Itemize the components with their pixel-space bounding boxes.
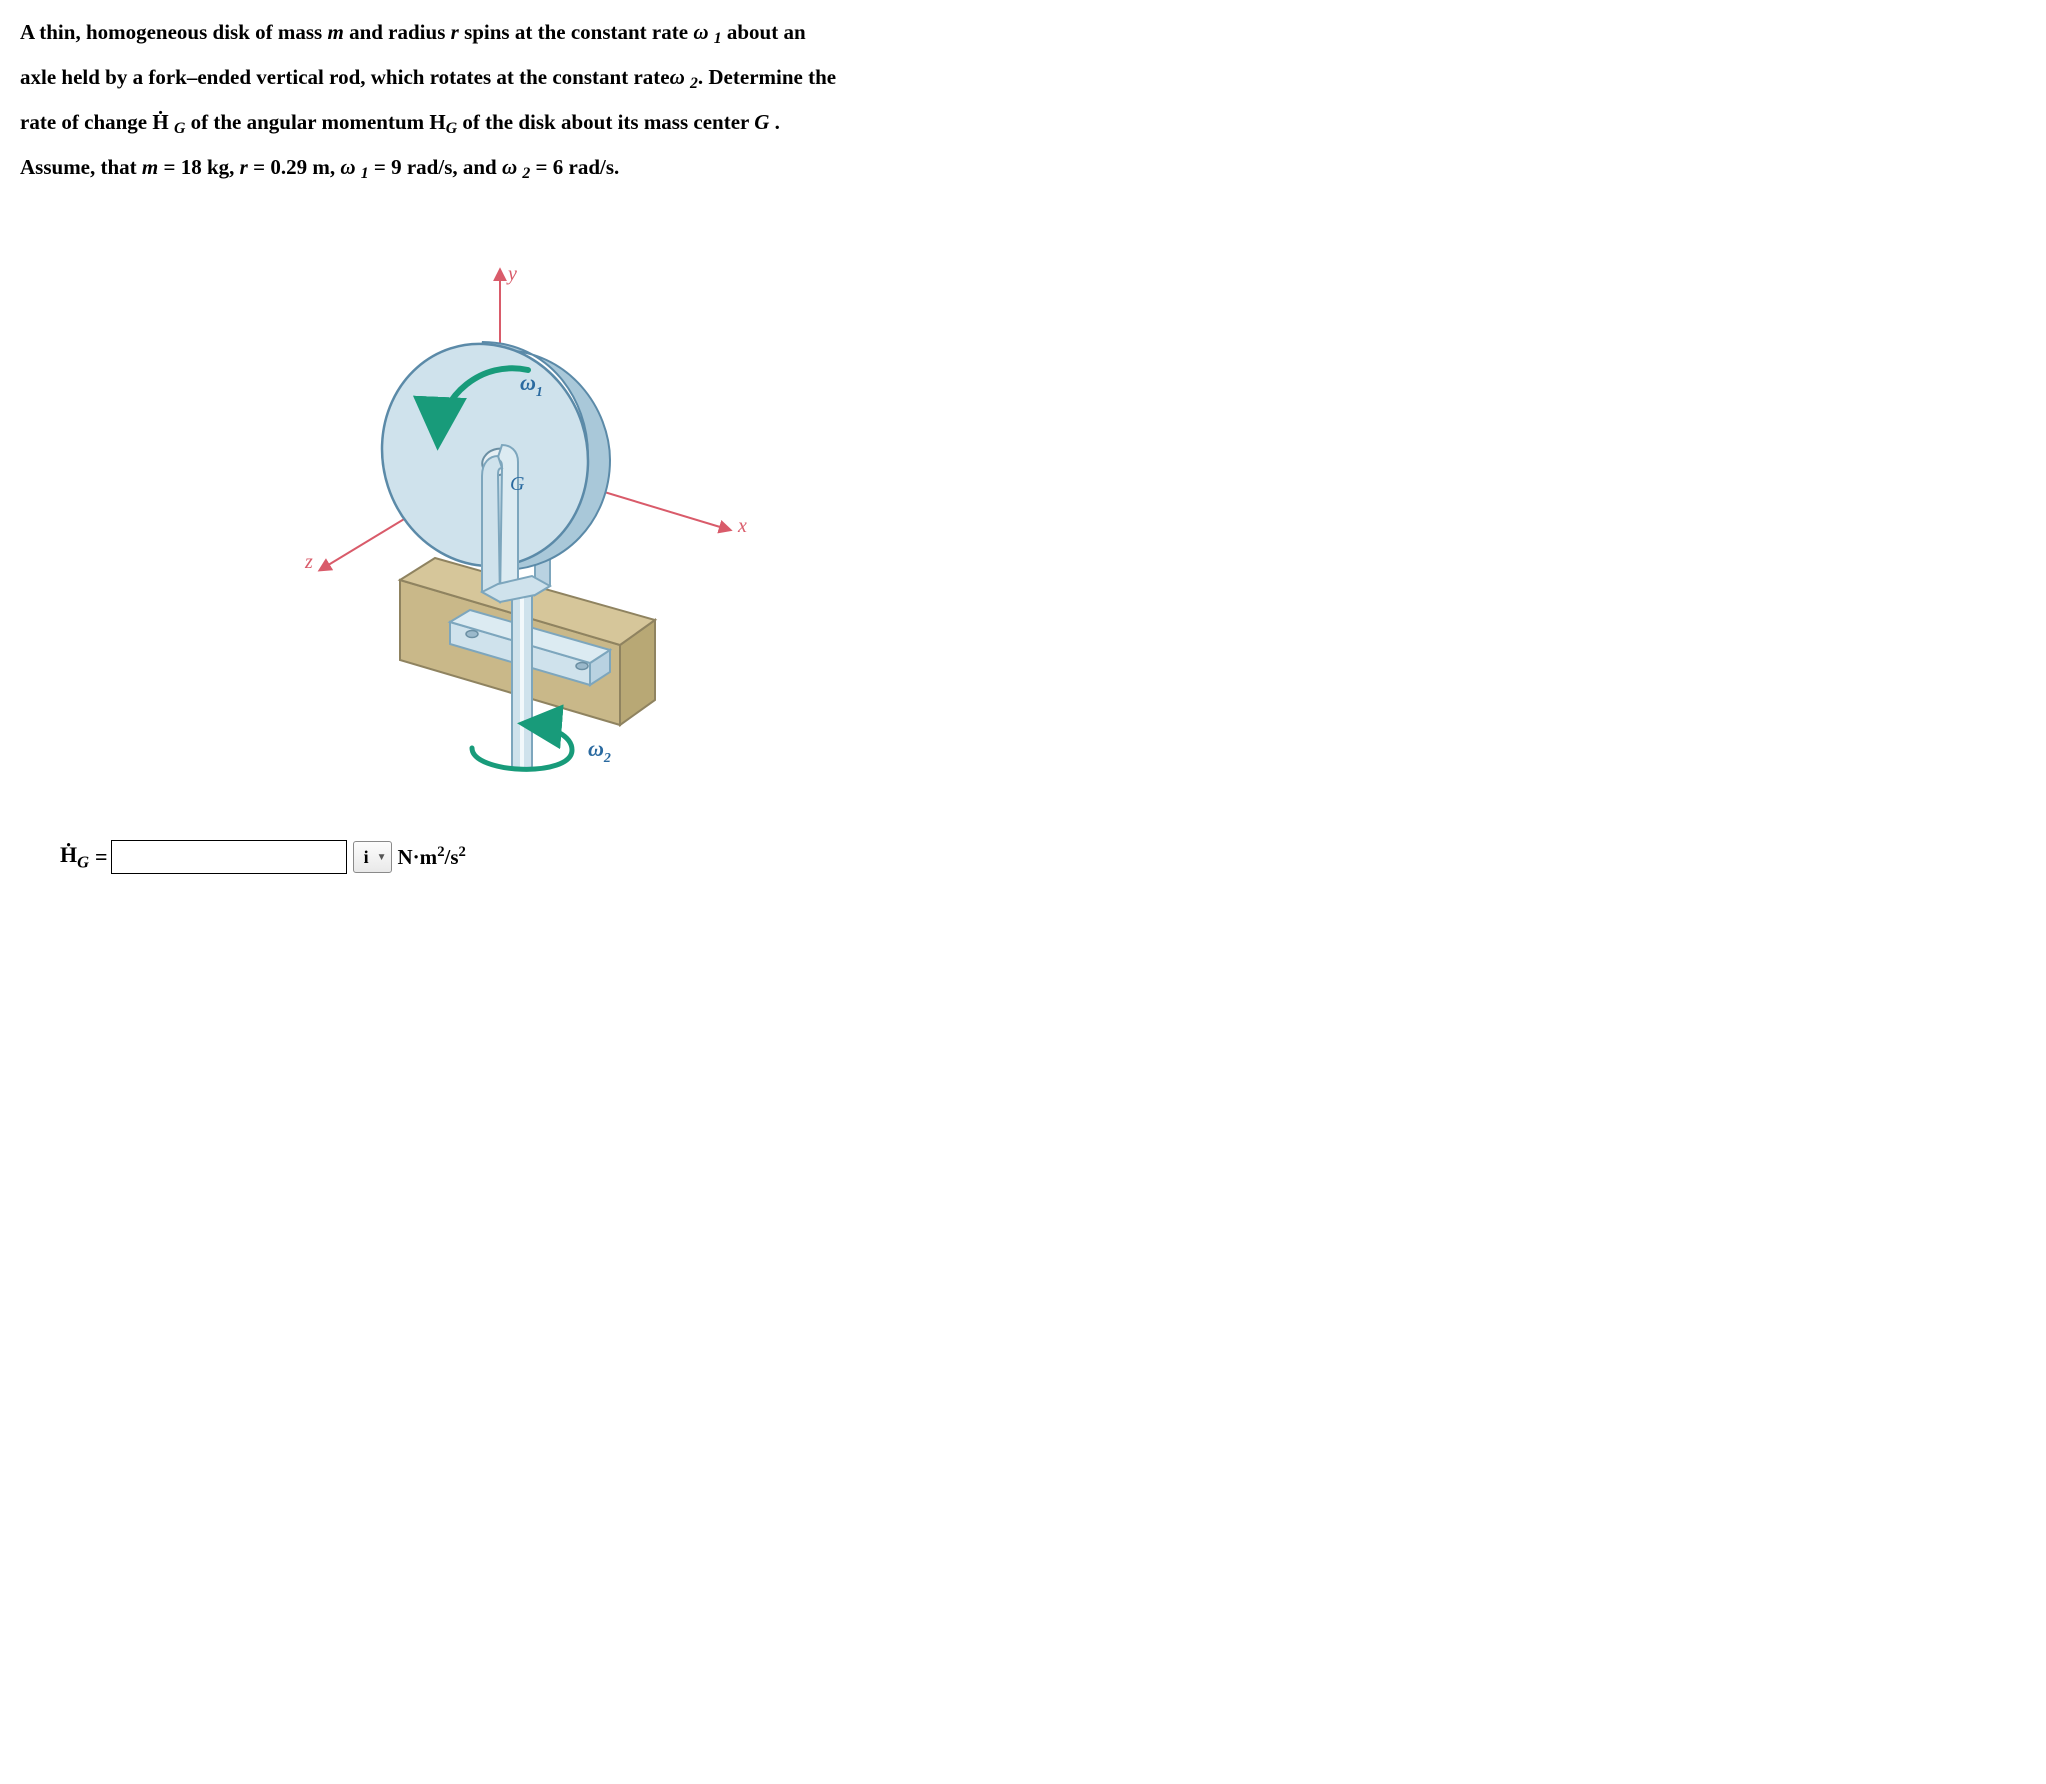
var-omega1: ω 1 — [693, 20, 721, 44]
G-label: G — [510, 473, 525, 495]
given-w1: ω 1 — [340, 155, 368, 179]
val-w2: = 6 rad/s. — [530, 155, 619, 179]
answer-label: ḢG — [60, 842, 89, 872]
problem-statement: A thin, homogeneous disk of mass m and r… — [20, 10, 1000, 190]
unit-vector-value: i — [364, 847, 369, 868]
text: = — [158, 155, 180, 179]
text: . — [769, 110, 780, 134]
val-m: 18 kg, — [181, 155, 240, 179]
answer-row: ḢG = i ▼ N·m2/s2 — [60, 840, 1000, 874]
text: spins at the constant rate — [459, 20, 694, 44]
answer-input[interactable] — [111, 840, 347, 874]
var-r: r — [451, 20, 459, 44]
figure: y x z — [20, 250, 1000, 810]
var-H: HG — [429, 110, 457, 134]
text: . Determine the — [698, 65, 836, 89]
var-G: G — [754, 110, 769, 134]
given-r: r — [240, 155, 248, 179]
text: of the angular momentum — [185, 110, 429, 134]
val-w1: = 9 rad/s, and — [369, 155, 502, 179]
text: rate of change — [20, 110, 152, 134]
var-omega2: ω 2 — [670, 65, 698, 89]
unit-vector-select[interactable]: i ▼ — [353, 841, 392, 873]
given-w2: ω 2 — [502, 155, 530, 179]
text: A thin, homogeneous disk of mass — [20, 20, 327, 44]
given-m: m — [142, 155, 158, 179]
chevron-down-icon: ▼ — [377, 852, 387, 863]
text: axle held by a fork–ended vertical rod, … — [20, 65, 670, 89]
units-label: N·m2/s2 — [398, 844, 466, 870]
var-m: m — [327, 20, 343, 44]
vertical-rod — [512, 580, 532, 770]
equals: = — [95, 844, 108, 870]
axis-y-label: y — [506, 263, 517, 285]
val-r: = 0.29 m, — [248, 155, 340, 179]
var-Hdot: Ḣ G — [152, 110, 185, 134]
text: and radius — [344, 20, 451, 44]
axis-z-label: z — [304, 551, 313, 573]
text: Assume, that — [20, 155, 142, 179]
axis-x-label: x — [737, 515, 747, 537]
text: of the disk about its mass center — [457, 110, 754, 134]
text: about an — [722, 20, 806, 44]
disk-fork-figure: y x z — [250, 250, 770, 810]
omega2-label: ω2 — [588, 736, 611, 766]
